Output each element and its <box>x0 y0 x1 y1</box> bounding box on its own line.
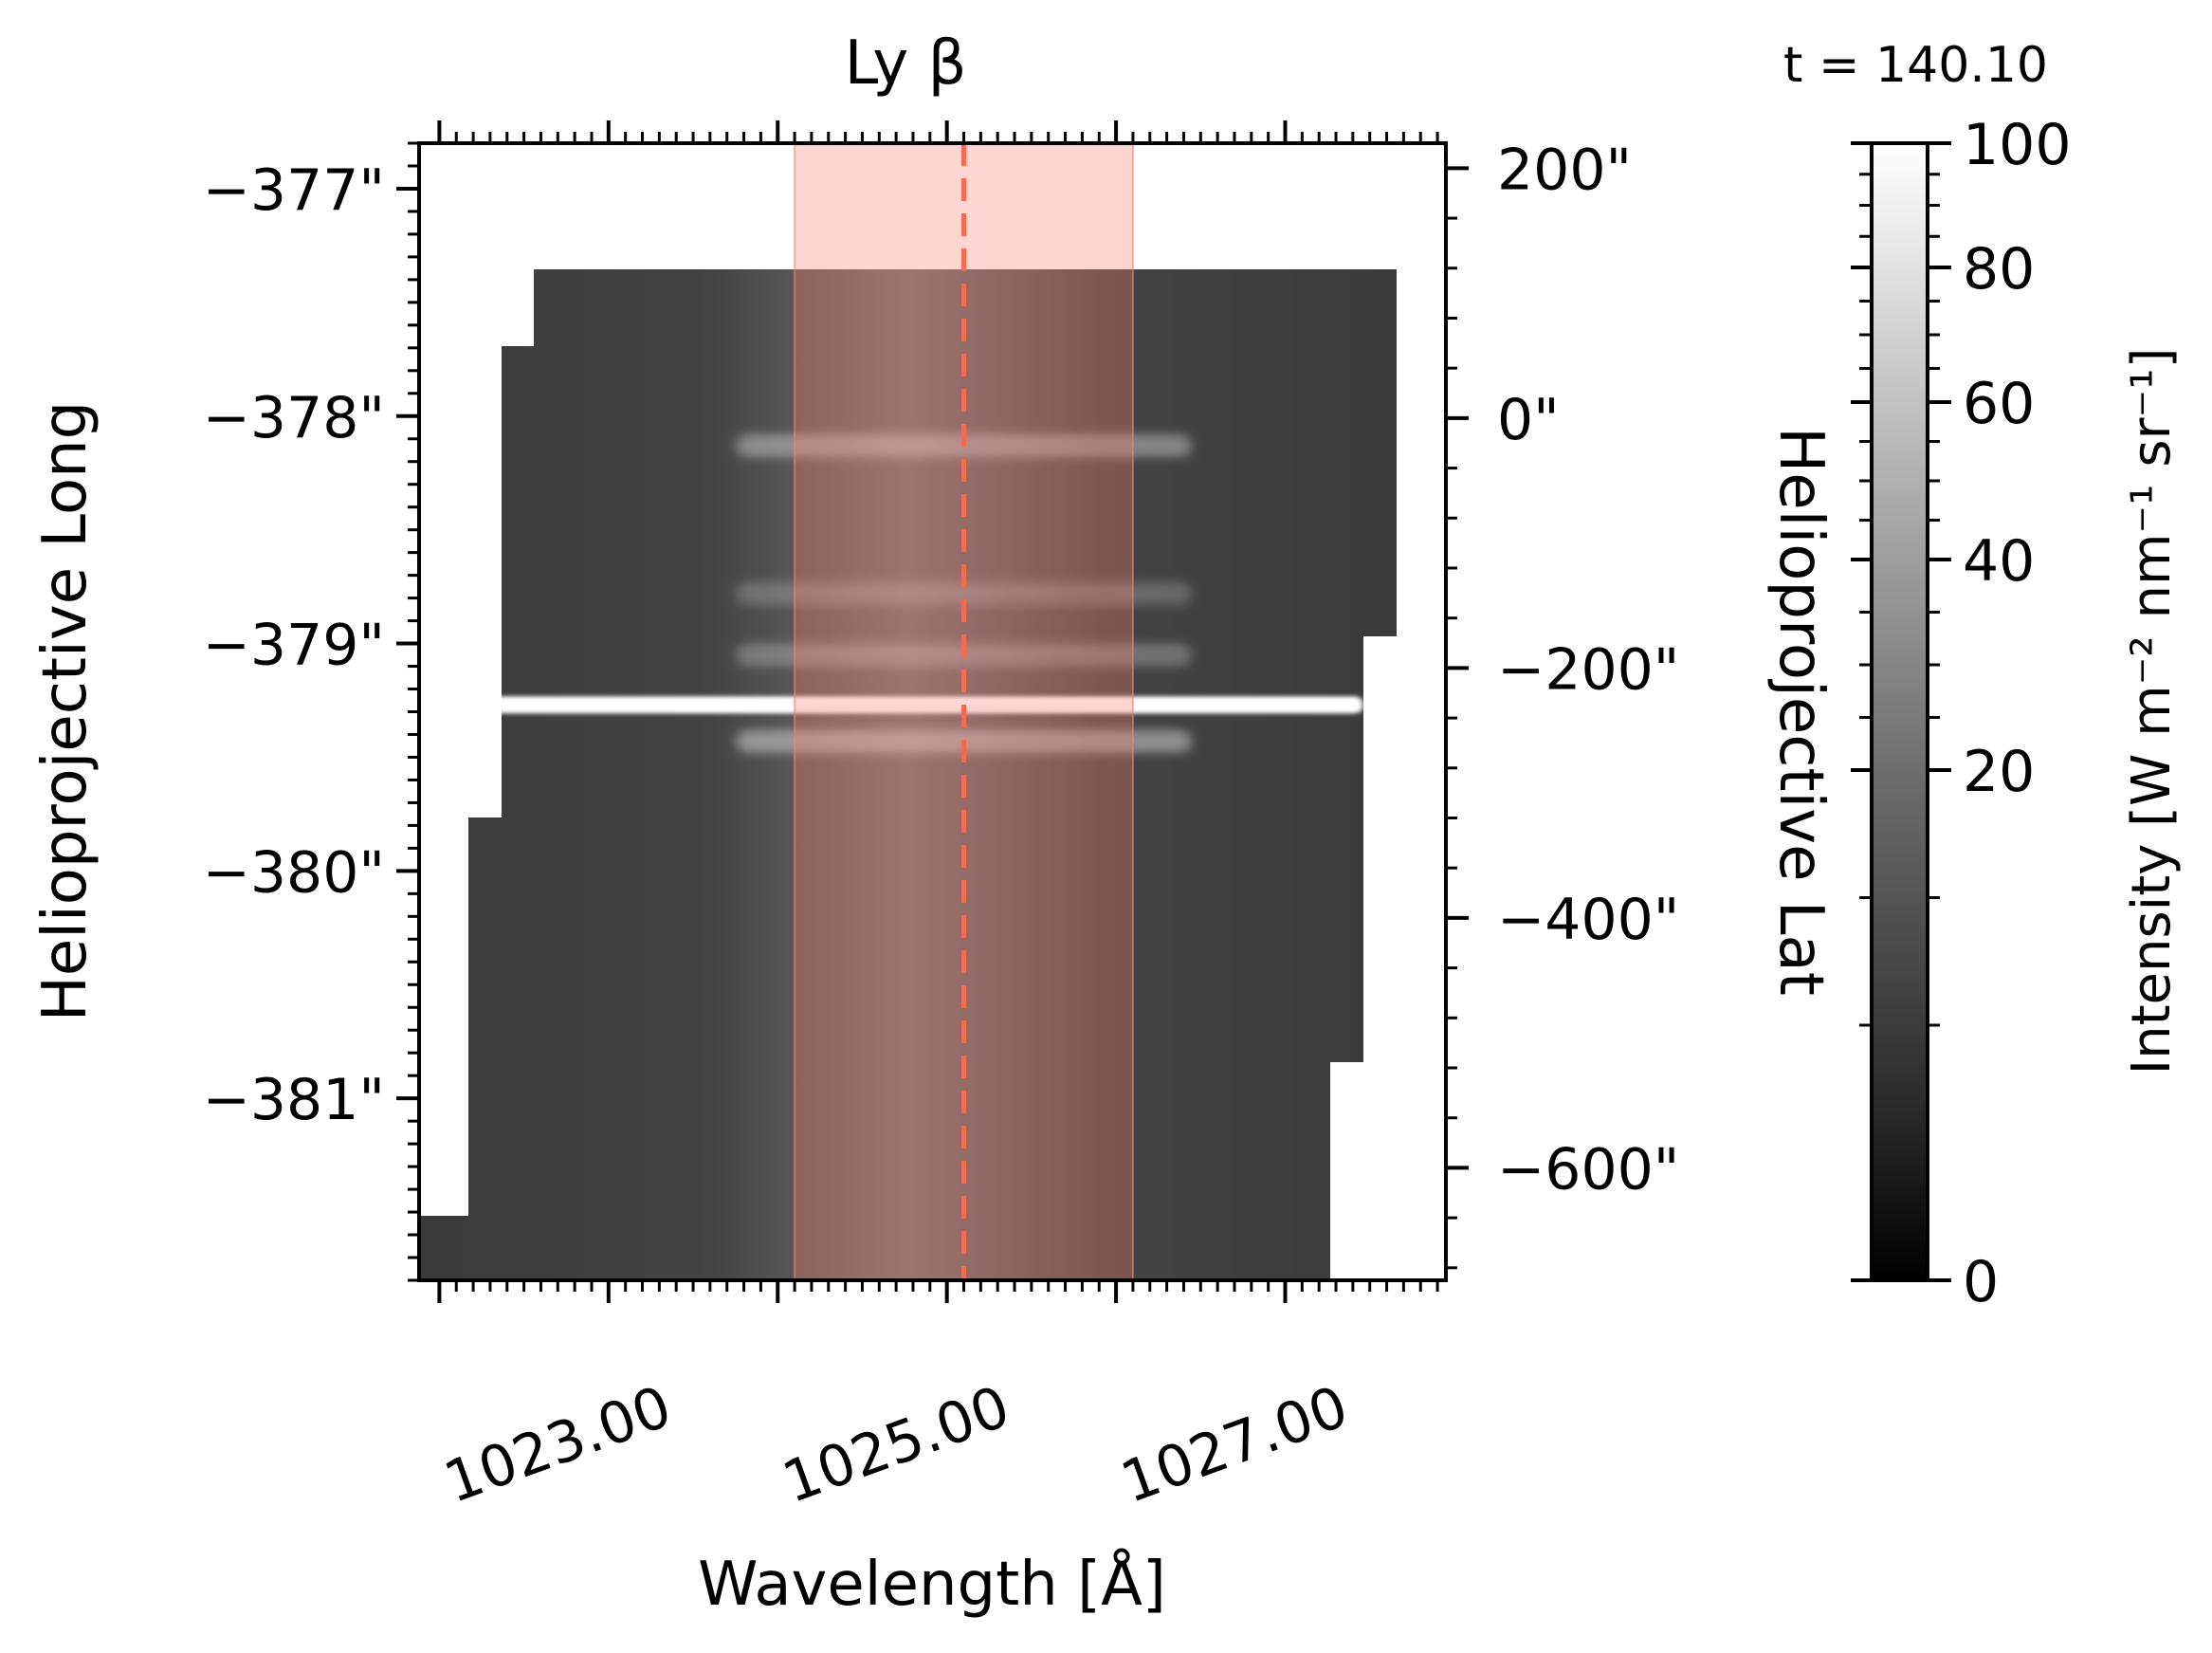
y-right-tick-label: −200" <box>1497 636 1679 703</box>
y-right-tick-label: −400" <box>1497 887 1679 953</box>
colorbar-ticks: 0 20 40 60 80 100 <box>1851 112 2072 1315</box>
axis-ticks <box>396 120 1469 1303</box>
colorbar-tick-label: 80 <box>1963 236 2035 303</box>
y-left-tick-label: −379" <box>203 613 385 679</box>
x-axis-label: Wavelength [Å] <box>698 1548 1166 1620</box>
emission-row <box>736 581 1192 605</box>
colorbar-tick-label: 100 <box>1963 112 2072 178</box>
colorbar-tick-label: 40 <box>1963 528 2035 595</box>
spectral-raster <box>419 269 1397 1280</box>
y-axis-right-label: Helioprojective Lat <box>1765 427 1836 996</box>
y-left-tick-label: −378" <box>203 385 385 451</box>
emission-row <box>468 696 1363 714</box>
colorbar-tick-label: 0 <box>1963 1249 1999 1315</box>
x-tick-label: 1023.00 <box>436 1373 680 1516</box>
y-left-tick-label: −380" <box>203 839 385 906</box>
y-axis-left-label: Helioprojective Long <box>30 401 101 1022</box>
colorbar <box>1870 141 1929 1282</box>
x-tick-label: 1025.00 <box>775 1373 1018 1516</box>
time-annotation: t = 140.10 <box>1783 37 2048 94</box>
y-left-tick-label: −377" <box>203 157 385 224</box>
x-tick-label: 1027.00 <box>1113 1373 1357 1516</box>
y-right-tick-label: 200" <box>1497 137 1632 203</box>
y-left-tick-label: −381" <box>203 1067 385 1133</box>
y-right-tick-label: 0" <box>1497 387 1560 453</box>
y-right-tick-label: −600" <box>1497 1136 1679 1203</box>
colorbar-tick-label: 20 <box>1963 739 2035 805</box>
colorbar-tick-label: 60 <box>1963 371 2035 437</box>
chart-title: Ly β <box>845 28 967 99</box>
colorbar-label: Intensity [W m⁻² nm⁻¹ sr⁻¹] <box>2121 348 2183 1075</box>
